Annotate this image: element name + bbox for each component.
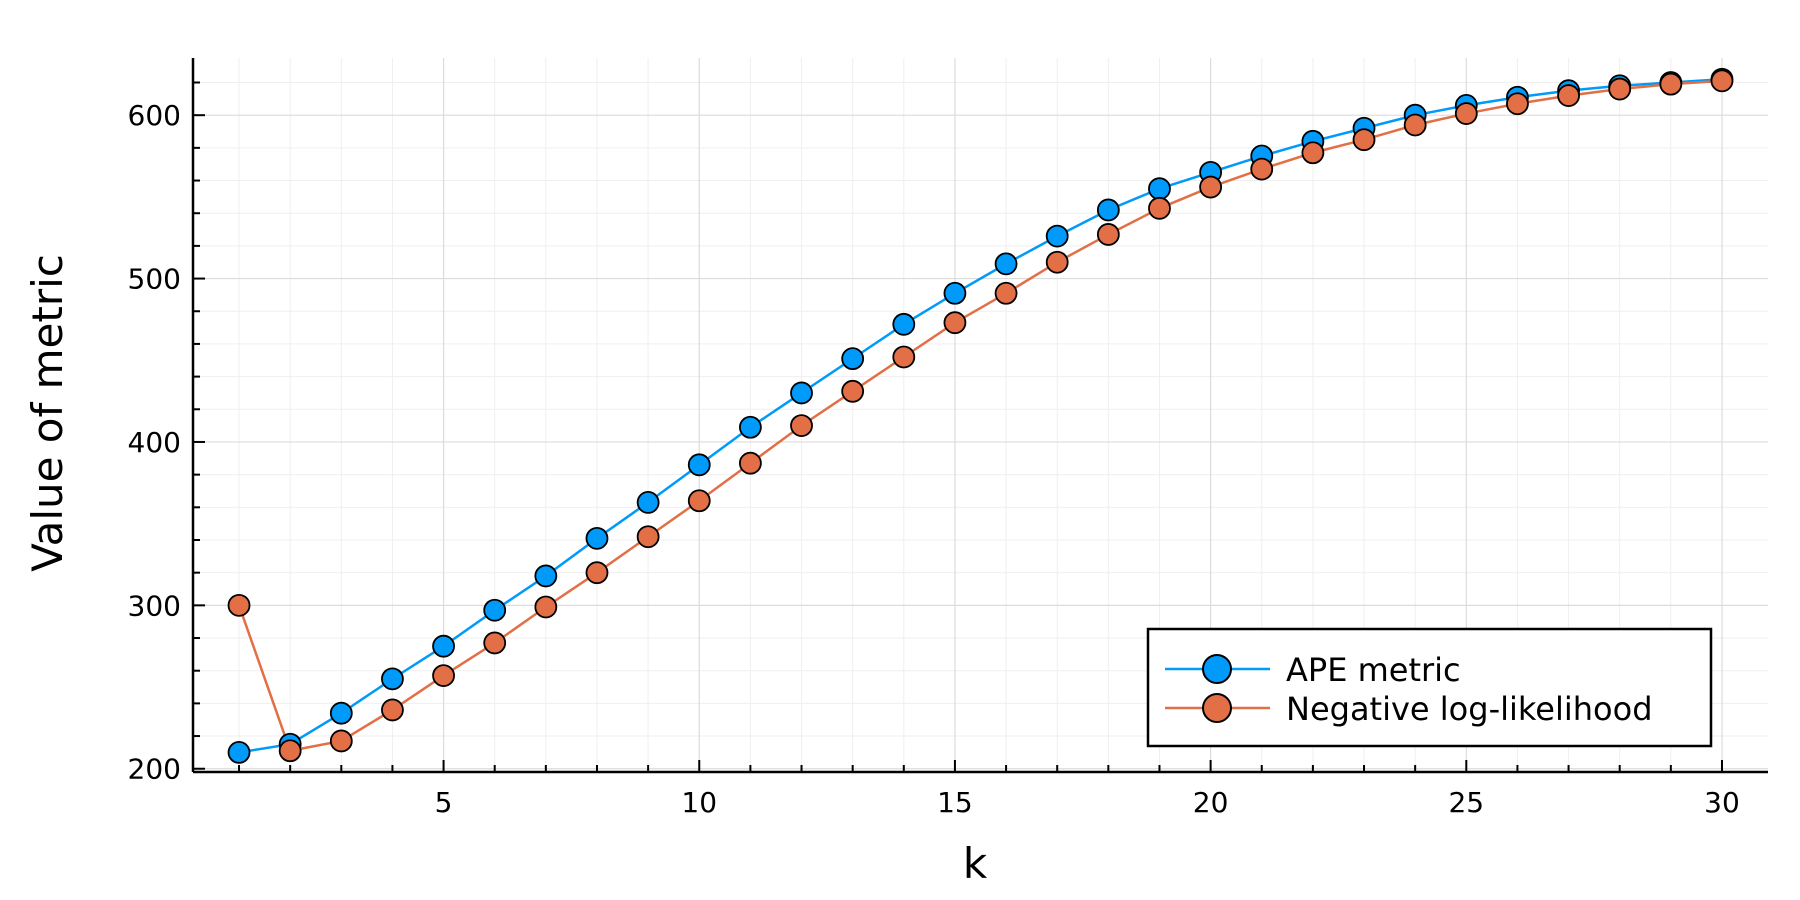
series-points [227,67,1734,764]
legend-marker-negative-log-likelihood [1202,693,1232,723]
legend-label-negative-log-likelihood: Negative log-likelihood [1286,690,1653,728]
data-point-series-0 [483,598,507,622]
data-point-series-1 [1096,223,1120,246]
legend-box [1146,627,1713,748]
data-point-series-1 [432,664,455,688]
axes [191,58,1768,774]
legend: APE metric Negative log-likelihood [1146,627,1713,748]
data-point-series-1 [841,379,865,403]
data-point-series-1 [994,281,1018,305]
data-point-series-1 [943,311,967,335]
y-tick-label: 200 [128,753,181,786]
data-point-series-1 [1557,84,1580,107]
legend-label-ape-metric: APE metric [1286,651,1461,689]
data-point-series-0 [329,701,353,725]
data-point-series-1 [790,414,813,438]
data-point-series-0 [381,667,404,691]
data-point-series-1 [227,593,251,617]
x-axis-title: k [963,839,988,888]
data-point-series-0 [1148,177,1171,201]
data-point-series-1 [636,525,660,549]
data-point-series-0 [687,453,711,477]
data-point-series-1 [1403,113,1427,137]
y-axis-title: Value of metric [23,254,72,572]
data-point-series-0 [841,347,865,371]
data-point-series-0 [790,381,813,405]
data-point-series-0 [1045,224,1069,248]
data-point-series-0 [1096,198,1120,222]
data-point-series-1 [1352,128,1376,152]
data-point-series-1 [892,345,916,369]
y-tick-label: 600 [128,99,181,132]
data-point-series-0 [636,491,660,514]
x-tick-label: 20 [1193,786,1229,819]
data-point-series-1 [687,489,711,513]
x-tick-label: 30 [1704,786,1740,819]
data-point-series-0 [994,252,1018,276]
data-point-series-1 [278,739,302,763]
data-point-series-0 [585,526,609,550]
data-point-series-0 [227,740,251,764]
y-tick-label: 300 [128,589,181,622]
data-point-series-1 [1710,69,1734,93]
data-point-series-1 [1045,250,1069,274]
y-tick-label: 500 [128,263,181,296]
data-point-series-0 [943,281,967,305]
x-tick-label: 25 [1448,786,1484,819]
data-point-series-1 [329,729,353,753]
y-axis-ticks: 200 300 400 500 600 [128,81,205,786]
data-point-series-1 [738,451,762,475]
x-axis-ticks: 5 10 15 20 25 30 [238,760,1740,819]
x-tick-label: 15 [937,786,973,819]
y-tick-label: 400 [128,426,181,459]
data-point-series-1 [534,595,558,619]
data-point-series-1 [1608,77,1632,101]
data-point-series-1 [1506,92,1529,116]
x-tick-label: 10 [681,786,717,819]
data-point-series-1 [1301,141,1325,165]
data-point-series-1 [1659,72,1683,96]
data-point-series-1 [381,698,404,722]
legend-marker-ape-metric [1202,654,1232,684]
data-point-series-1 [1454,102,1478,125]
data-point-series-0 [738,415,762,439]
data-point-series-1 [1148,196,1171,220]
data-point-series-1 [1250,157,1274,181]
x-tick-label: 5 [435,786,453,819]
data-point-series-1 [483,631,507,655]
data-point-series-0 [892,312,916,336]
data-point-series-0 [432,634,455,658]
data-point-series-1 [585,561,609,585]
data-point-series-0 [534,564,558,588]
data-point-series-1 [1199,175,1223,199]
